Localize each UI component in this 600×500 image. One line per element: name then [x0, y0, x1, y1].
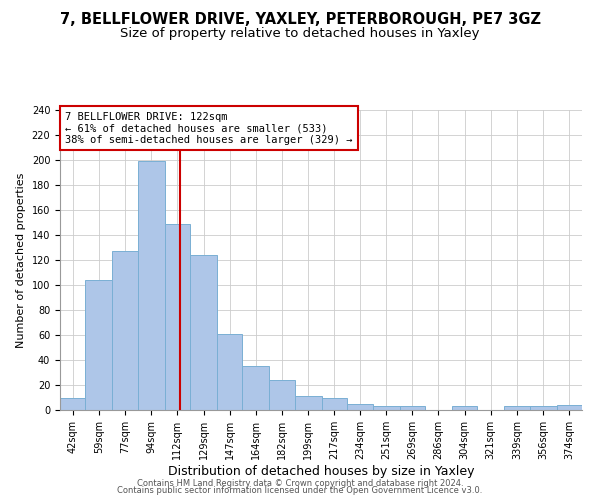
Bar [452, 406, 478, 410]
Bar [504, 406, 530, 410]
Bar [557, 405, 582, 410]
Bar [295, 396, 322, 410]
X-axis label: Distribution of detached houses by size in Yaxley: Distribution of detached houses by size … [168, 464, 474, 477]
Text: 7 BELLFLOWER DRIVE: 122sqm
← 61% of detached houses are smaller (533)
38% of sem: 7 BELLFLOWER DRIVE: 122sqm ← 61% of deta… [65, 112, 353, 144]
Bar [322, 398, 347, 410]
Y-axis label: Number of detached properties: Number of detached properties [16, 172, 26, 348]
Bar [112, 251, 138, 410]
Bar [373, 406, 400, 410]
Bar [242, 366, 269, 410]
Bar [85, 280, 112, 410]
Text: Size of property relative to detached houses in Yaxley: Size of property relative to detached ho… [120, 28, 480, 40]
Bar [138, 161, 164, 410]
Bar [164, 224, 190, 410]
Bar [530, 406, 557, 410]
Text: Contains HM Land Registry data © Crown copyright and database right 2024.: Contains HM Land Registry data © Crown c… [137, 478, 463, 488]
Bar [217, 334, 242, 410]
Bar [60, 398, 85, 410]
Bar [269, 380, 295, 410]
Bar [347, 404, 373, 410]
Text: 7, BELLFLOWER DRIVE, YAXLEY, PETERBOROUGH, PE7 3GZ: 7, BELLFLOWER DRIVE, YAXLEY, PETERBOROUG… [59, 12, 541, 28]
Text: Contains public sector information licensed under the Open Government Licence v3: Contains public sector information licen… [118, 486, 482, 495]
Bar [190, 255, 217, 410]
Bar [400, 406, 425, 410]
